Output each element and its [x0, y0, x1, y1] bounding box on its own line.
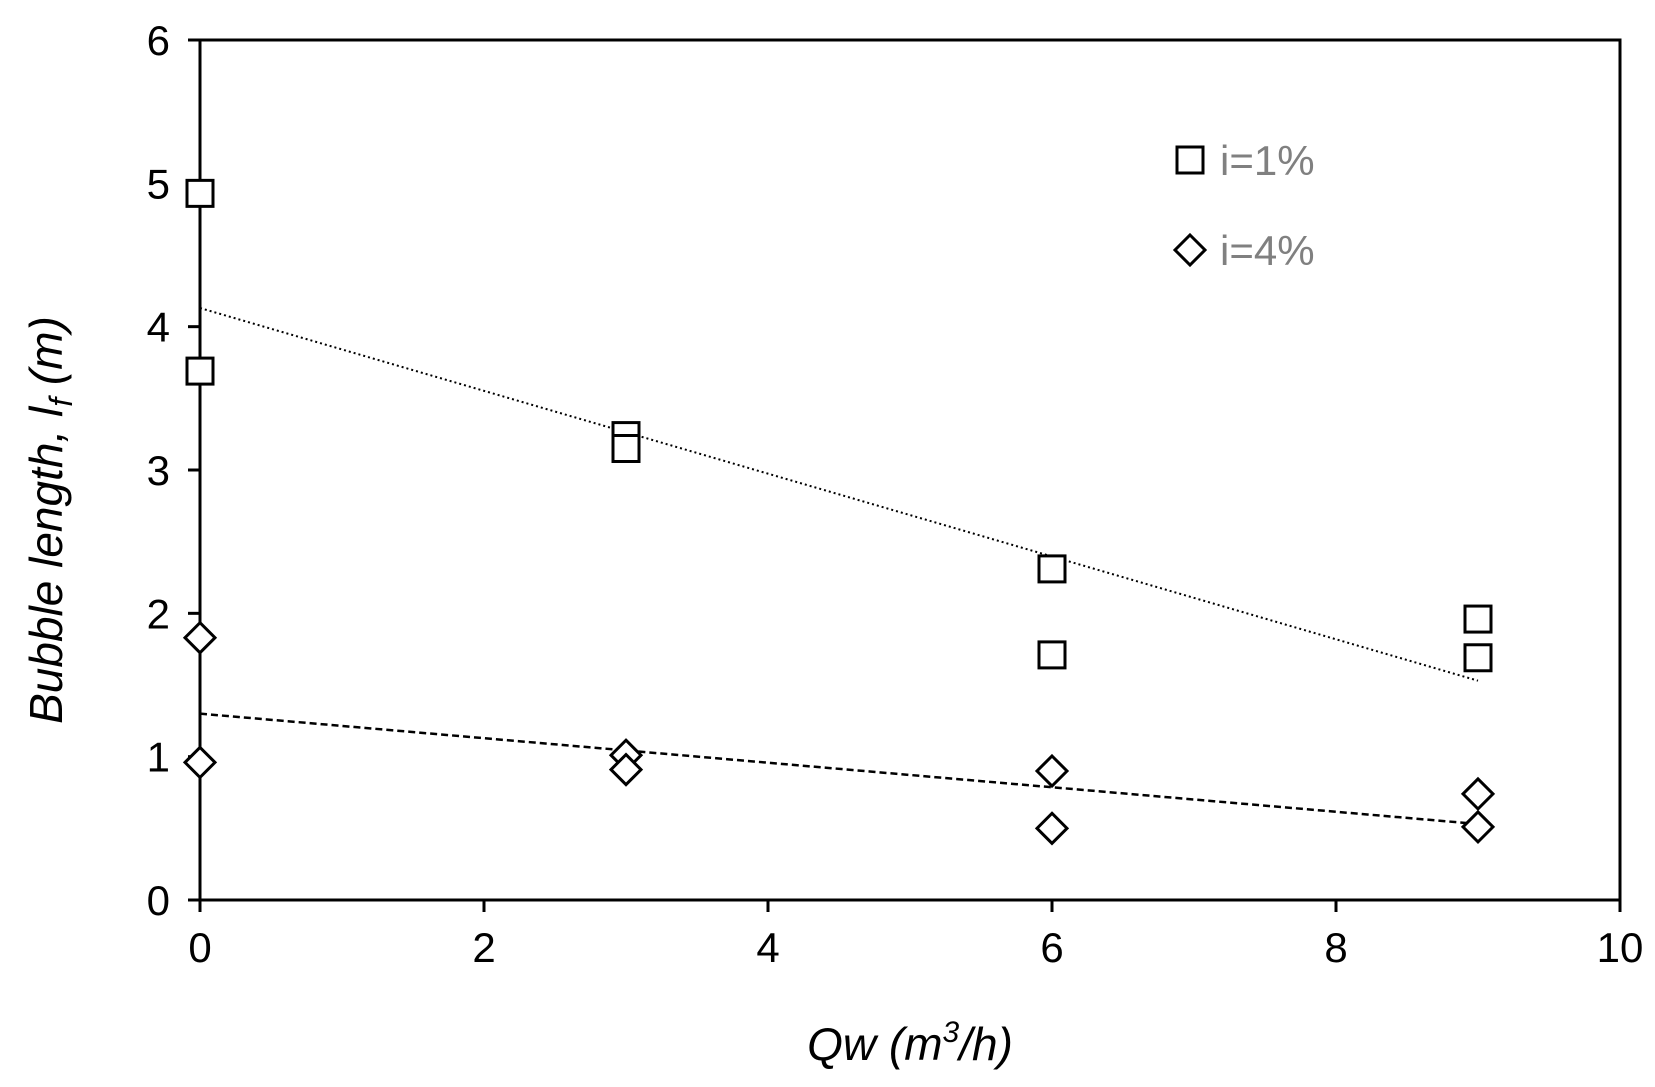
- trendlines-layer: [199, 307, 1479, 826]
- data-point-series-2: [608, 752, 644, 787]
- y-axis-title: Bubble length, lf (m): [20, 316, 79, 724]
- trendline-series-2: [199, 712, 1479, 826]
- data-point-series-1: [1037, 554, 1067, 584]
- plot-frame: [198, 38, 1622, 902]
- data-point-series-1: [185, 178, 215, 208]
- x-tick-label: 4: [756, 924, 779, 971]
- y-tick-label: 3: [147, 447, 170, 494]
- x-tick-label: 0: [188, 924, 211, 971]
- data-point-series-1: [1463, 643, 1493, 673]
- y-tick-label: 4: [147, 304, 170, 351]
- data-point-series-2: [182, 745, 218, 780]
- legend: i=1% i=4%: [1172, 137, 1315, 274]
- x-tick-label: 8: [1324, 924, 1347, 971]
- x-tick-label: 2: [472, 924, 495, 971]
- x-axis-title: Qw (m3/h): [807, 1016, 1013, 1070]
- data-point-series-2: [1460, 776, 1496, 812]
- y-tick-label: 6: [147, 17, 170, 64]
- legend-label: i=1%: [1220, 137, 1315, 184]
- data-point-series-2: [1034, 753, 1070, 789]
- y-tick-label: 2: [147, 590, 170, 637]
- axes-layer: 0 2 4 6 8 10 0 1 2 3 4 5 6: [147, 17, 1644, 971]
- y-tick-label: 1: [147, 734, 170, 781]
- data-point-series-1: [1037, 640, 1067, 670]
- data-point-series-2: [1034, 811, 1070, 846]
- data-point-series-2: [1460, 809, 1496, 845]
- x-tick-label: 10: [1597, 924, 1644, 971]
- legend-marker-square: [1175, 145, 1205, 175]
- points-layer: [182, 178, 1496, 846]
- data-point-series-1: [185, 356, 215, 386]
- y-tick-label: 0: [147, 877, 170, 924]
- data-point-series-1: [611, 434, 641, 463]
- data-point-series-1: [1463, 604, 1493, 634]
- trendline-series-1: [199, 307, 1479, 682]
- y-tick-label: 5: [147, 160, 170, 207]
- legend-label: i=4%: [1220, 227, 1315, 274]
- data-point-series-2: [182, 620, 218, 655]
- legend-marker-diamond: [1172, 232, 1208, 268]
- x-tick-label: 6: [1040, 924, 1063, 971]
